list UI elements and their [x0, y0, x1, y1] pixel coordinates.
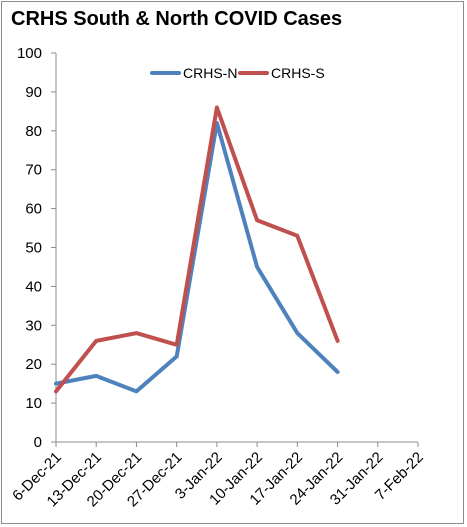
- y-tick-label: 30: [25, 317, 42, 334]
- legend: CRHS-N CRHS-S: [150, 65, 325, 81]
- y-tick-label: 90: [25, 84, 42, 101]
- y-tick-label: 80: [25, 123, 42, 140]
- y-tick-label: 10: [25, 395, 42, 412]
- y-tick-label: 0: [34, 434, 42, 451]
- y-tick-label: 70: [25, 162, 42, 179]
- chart-title: CRHS South & North COVID Cases: [11, 8, 343, 30]
- series-line-crhs-s: [54, 105, 340, 394]
- series-line-crhs-n: [54, 121, 340, 394]
- legend-label: CRHS-N: [183, 65, 237, 81]
- y-axis-ticks: 0 10 20 30 40 50 60 70 80 90 100: [17, 45, 56, 451]
- series-lines: [54, 105, 340, 394]
- y-tick-label: 100: [17, 45, 42, 62]
- y-tick-label: 20: [25, 356, 42, 373]
- y-tick-label: 50: [25, 240, 42, 257]
- legend-label: CRHS-S: [271, 65, 325, 81]
- y-tick-label: 60: [25, 201, 42, 218]
- x-axis-ticks: 6-Dec-2113-Dec-2120-Dec-2127-Dec-213-Jan…: [9, 442, 427, 510]
- chart-axes: [55, 53, 418, 443]
- y-tick-label: 40: [25, 278, 42, 295]
